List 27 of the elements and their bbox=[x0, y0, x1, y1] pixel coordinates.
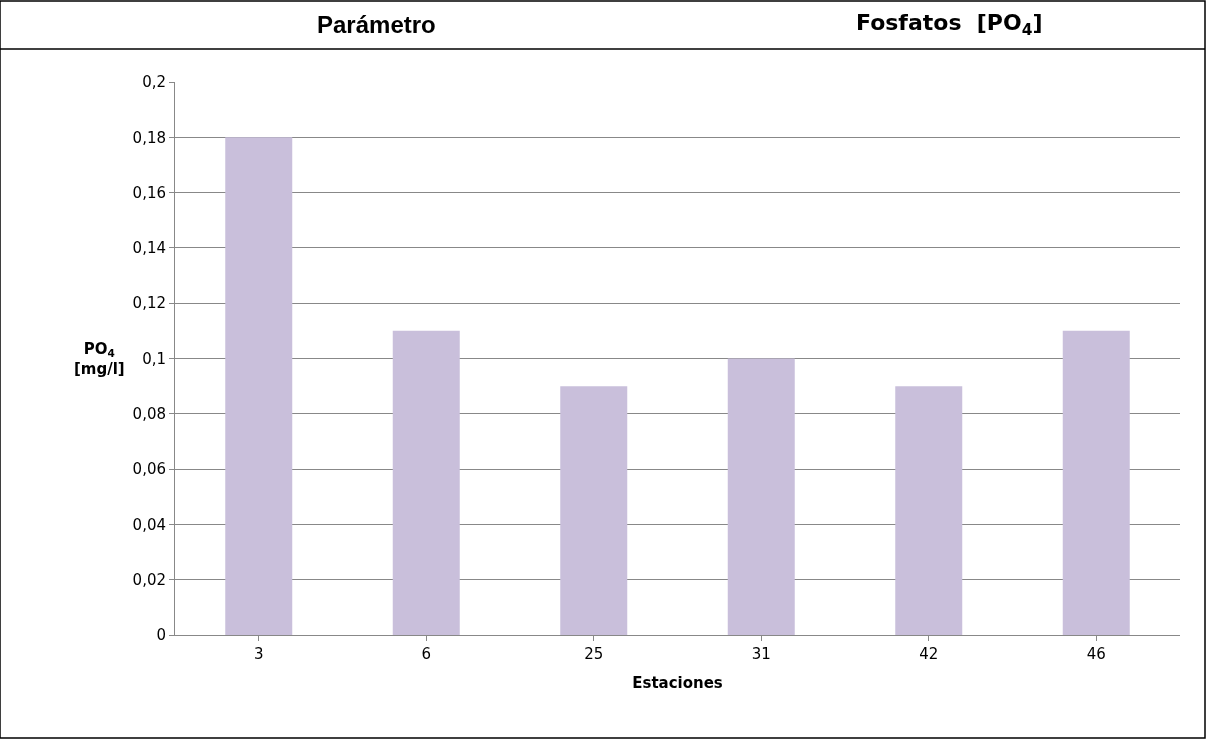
y-tick-label: 0 bbox=[156, 626, 166, 645]
chart-subtitle: Fosfatos [PO$_{4}$] bbox=[856, 10, 1043, 39]
y-tick-label: 0,2 bbox=[142, 73, 166, 92]
y-tick-label: 0,08 bbox=[132, 405, 166, 424]
x-tick-label: 42 bbox=[919, 645, 939, 663]
y-tick-label: 0,14 bbox=[132, 239, 166, 258]
y-tick-label: 0,1 bbox=[142, 349, 166, 368]
bar bbox=[225, 137, 293, 635]
x-tick-label: 25 bbox=[584, 645, 604, 663]
y-tick-label: 0,04 bbox=[132, 515, 166, 534]
y-tick-label: 0,02 bbox=[132, 570, 166, 589]
bar bbox=[895, 386, 963, 635]
y-tick-label: 0,12 bbox=[132, 294, 166, 313]
y-tick-label: 0,18 bbox=[132, 128, 166, 147]
bar bbox=[392, 330, 460, 635]
x-axis-title: Estaciones bbox=[632, 674, 723, 692]
y-tick-label: 0,16 bbox=[132, 183, 166, 202]
x-tick-label: 31 bbox=[751, 645, 771, 663]
y-tick-label: 0,06 bbox=[132, 460, 166, 479]
x-tick-label: 6 bbox=[421, 645, 432, 663]
chart-title: Parámetro bbox=[317, 11, 436, 38]
x-tick-label: 46 bbox=[1086, 645, 1106, 663]
y-axis-title: PO$_{4}$ [mg/l] bbox=[74, 340, 125, 378]
x-tick-label: 3 bbox=[253, 645, 264, 663]
bar bbox=[560, 386, 628, 635]
bar bbox=[727, 358, 795, 635]
bar bbox=[1062, 330, 1130, 635]
